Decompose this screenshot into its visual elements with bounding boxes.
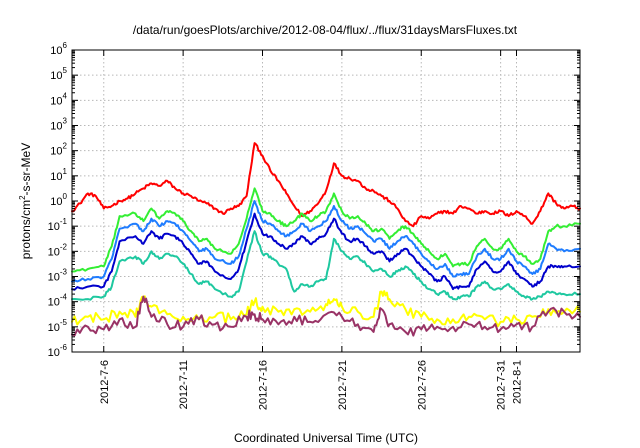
series-line-3: [71, 200, 581, 283]
y-axis-label: protons/cm2-s-sr-MeV: [18, 143, 33, 259]
series-line-5: [71, 230, 581, 301]
x-tick-label: 2012-7-11: [178, 360, 190, 409]
x-tick-label: 2012-7-31: [496, 360, 508, 410]
y-tick-label: 102: [50, 142, 67, 158]
y-tick-label: 103: [50, 117, 67, 133]
series-line-2: [71, 187, 581, 273]
y-tick-label: 10-4: [48, 293, 68, 309]
y-tick-label: 10-5: [48, 318, 68, 334]
y-tick-label: 106: [50, 41, 67, 57]
y-tick-label: 104: [50, 91, 67, 107]
y-tick-label: 10-6: [48, 343, 68, 359]
y-tick-label: 105: [50, 66, 67, 82]
axis-ticks: [72, 49, 580, 353]
series-line-4: [71, 212, 581, 291]
grid-lines: [72, 50, 580, 352]
y-tick-label: 101: [50, 167, 67, 183]
series-line-7: [71, 295, 581, 337]
series-lines: [71, 142, 581, 337]
x-tick-label: 2012-7-16: [258, 360, 270, 410]
x-tick-labels: 2012-7-6 2012-7-11 2012-7-16 2012-7-21 2012-…: [99, 360, 524, 410]
y-tick-label: 10-2: [48, 242, 68, 258]
x-tick-label: 2012-7-6: [99, 360, 111, 404]
y-tick-label: 10-3: [48, 268, 68, 284]
y-tick-labels: 106 105 104 103 102 101 100 10-1 10-2 10-3 10-4 10-…: [48, 41, 68, 359]
x-tick-label: 2012-7-26: [416, 360, 428, 410]
y-tick-label: 100: [50, 192, 67, 208]
chart-title: /data/run/goesPlots/archive/2012-08-04/f…: [133, 23, 518, 37]
x-tick-label: 2012-7-21: [337, 360, 349, 410]
x-axis-label: Coordinated Universal Time (UTC): [234, 431, 418, 445]
series-line-1: [71, 142, 581, 228]
y-tick-label: 10-1: [48, 217, 68, 233]
x-tick-label: 2012-8-1: [512, 360, 524, 404]
series-line-6: [71, 290, 581, 328]
